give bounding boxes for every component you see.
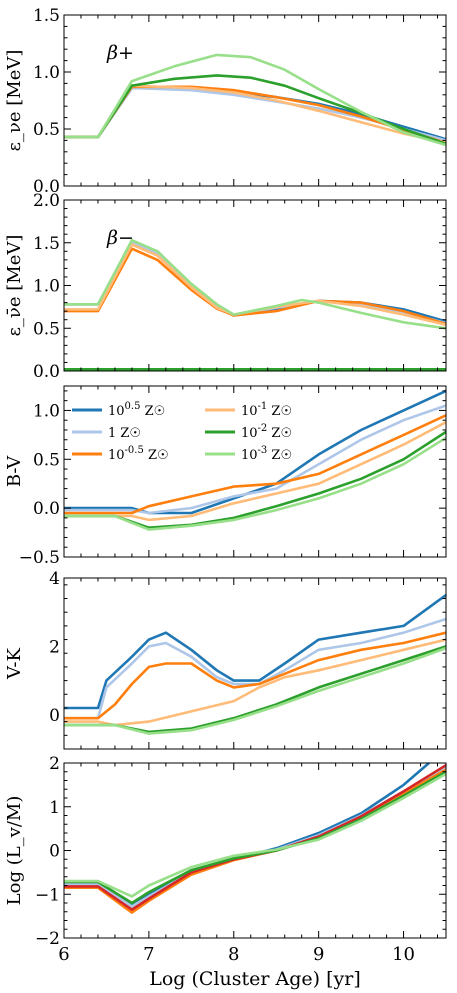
- y-tick-label: 1.5: [33, 6, 60, 26]
- panel-annotation: β−: [106, 227, 134, 249]
- y-tick-label: 1.5: [33, 234, 60, 254]
- panel-2: 0.0 0.5 1.0 1.5 2.0 ε_ν̄e [MeV] β−: [4, 191, 447, 382]
- y-tick-label: 1.0: [33, 63, 60, 83]
- series-line: [64, 772, 447, 898]
- series-line: [64, 646, 447, 735]
- series-line: [64, 617, 447, 720]
- axes-frame: [63, 577, 447, 750]
- series-line: [64, 74, 447, 146]
- x-tick-label: 6: [58, 944, 69, 965]
- y-tick-label: −0.5: [19, 548, 60, 568]
- x-tick-label: 7: [143, 944, 154, 965]
- panel-3: −0.5 0.0 0.5 1.0 B-V: [4, 385, 447, 568]
- y-tick-label: 0: [49, 706, 60, 726]
- panel-annotation: β+: [106, 42, 134, 64]
- legend-label: 10-3 Z☉: [241, 445, 292, 463]
- series-line: [64, 404, 447, 515]
- legend-label: 1 Z☉: [108, 426, 141, 441]
- y-tick-label: 2.0: [33, 191, 60, 211]
- series-line: [64, 436, 447, 531]
- y-tick-label: −1: [35, 885, 60, 905]
- panels-group: 0.0 0.5 1.0 1.5 ε_νe [MeV] β+ 0.0 0.5 1.0 1.5 2.0 ε…: [4, 6, 447, 949]
- y-tick-label: 0.0: [33, 499, 60, 519]
- panel-4: 0 2 4 V-K: [4, 569, 447, 750]
- series-line: [64, 770, 447, 905]
- axes-frame: [63, 385, 447, 558]
- series-line: [64, 414, 447, 515]
- y-tick-label: 1.0: [33, 401, 60, 421]
- y-tick-label: 1.0: [33, 277, 60, 297]
- y-tick-label: 0.0: [33, 177, 60, 197]
- y-axis-label: Log (L_v/M): [4, 796, 25, 906]
- series-line: [64, 594, 447, 710]
- series-line: [64, 762, 430, 907]
- y-axis-label: ε_ν̄e [MeV]: [4, 235, 25, 337]
- y-axis-label: V-K: [4, 648, 25, 680]
- y-tick-label: 0.5: [33, 120, 60, 140]
- legend-label: 10-0.5 Z☉: [108, 445, 169, 463]
- axes-frame: [63, 199, 447, 372]
- y-tick-label: 2: [49, 637, 60, 657]
- panel-5: −2 −1 0 1 2 Log (L_v/M): [4, 754, 447, 949]
- y-tick-label: 2: [49, 754, 60, 774]
- series-line: [64, 53, 447, 147]
- y-tick-label: 0.5: [33, 450, 60, 470]
- series-line: [64, 421, 447, 522]
- legend: 100.5 Z☉ 10-1 Z☉ 1 Z☉ 10-2 Z☉ 10-0.5 Z☉ 10-3 …: [72, 401, 292, 463]
- y-tick-label: 0.5: [33, 319, 60, 339]
- y-axis-label: ε_νe [MeV]: [4, 50, 25, 152]
- y-tick-label: 0.0: [33, 362, 60, 382]
- legend-label: 100.5 Z☉: [108, 401, 165, 419]
- x-tick-label: 8: [228, 944, 239, 965]
- y-tick-label: −2: [35, 929, 60, 949]
- x-tick-label: 9: [313, 944, 324, 965]
- series-line: [64, 243, 447, 327]
- series-line: [64, 238, 447, 330]
- y-tick-label: 4: [49, 569, 60, 589]
- series-line: [64, 631, 447, 720]
- x-axis-label: Log (Cluster Age) [yr]: [149, 968, 361, 990]
- panel-1: 0.0 0.5 1.0 1.5 ε_νe [MeV] β+: [4, 6, 447, 197]
- legend-label: 10-2 Z☉: [241, 423, 292, 441]
- y-tick-label: 0: [49, 842, 60, 862]
- y-axis-label: B-V: [4, 455, 25, 487]
- y-tick-label: 1: [49, 798, 60, 818]
- x-tick-label: 10: [392, 944, 415, 965]
- axes-frame: [63, 762, 447, 939]
- series-line: [64, 766, 447, 908]
- legend-label: 10-1 Z☉: [241, 401, 292, 419]
- series-line: [64, 764, 447, 911]
- axes-frame: [63, 14, 447, 187]
